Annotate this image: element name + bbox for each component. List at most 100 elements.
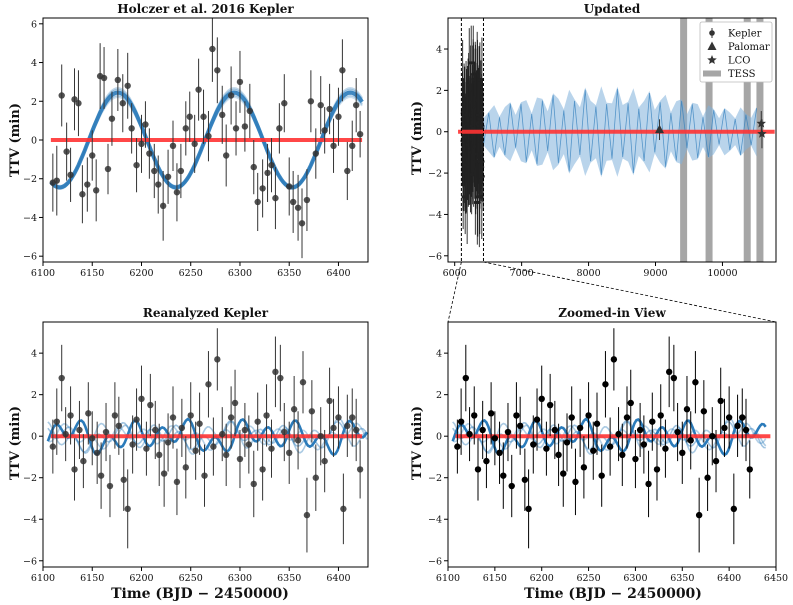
p3-data-point xyxy=(214,356,221,363)
p1-xtick-label: 6200 xyxy=(129,268,153,279)
p1-data-point xyxy=(349,142,356,150)
p3-data-point xyxy=(182,464,190,471)
p4-data-point xyxy=(525,505,532,513)
p1-data-point xyxy=(92,187,100,194)
p1-data-point xyxy=(281,100,288,107)
p3-data-point xyxy=(303,511,311,519)
p2-frame xyxy=(447,17,777,263)
p2-lco-point xyxy=(756,118,766,128)
p1-data-point xyxy=(250,163,257,171)
p3-data-point xyxy=(89,435,96,442)
p4-data-point xyxy=(568,414,575,421)
p3-panel: 6100 6150 6200 6250 6300 6350 6400 −6 −4 −2 0 2 4 Rea… xyxy=(23,306,369,584)
p3-data-point xyxy=(71,466,78,473)
p3-data-point xyxy=(76,426,83,434)
p4-data-point xyxy=(679,449,686,457)
p1-data-point xyxy=(286,183,293,190)
y-axis-label-top-left: TTV (min) xyxy=(8,103,23,177)
p3-xtick-label: 6200 xyxy=(129,573,153,584)
p1-data-point xyxy=(344,167,351,175)
p1-data-point xyxy=(326,105,333,113)
p2-plot-area xyxy=(458,18,775,262)
p2-legend-kepler-dot xyxy=(709,30,715,36)
p1-panel: 6100 6150 6200 6250 6300 6350 6400 −6 −4 −2 0 2 4 6 Ho… xyxy=(23,2,369,279)
p1-data-point xyxy=(246,107,254,115)
p4-data-point xyxy=(662,445,669,452)
p4-data-point xyxy=(657,412,664,419)
p4-data-point xyxy=(700,408,708,415)
p1-data-point xyxy=(104,165,112,173)
p1-data-point xyxy=(259,185,266,192)
p1-plot-area xyxy=(49,18,364,259)
p1-data-point xyxy=(298,220,306,227)
p4-data-point xyxy=(471,412,478,419)
p1-data-point xyxy=(356,130,364,138)
p4-data-point xyxy=(632,455,639,463)
p3-data-point xyxy=(263,412,270,419)
p2-ytick-label: −6 xyxy=(428,251,442,262)
p1-data-point xyxy=(276,125,283,132)
p3-xtick-label: 6150 xyxy=(80,573,104,584)
p2-xtick-label: 10000 xyxy=(707,268,737,279)
p1-ytick-label: −4 xyxy=(23,213,37,224)
p1-data-point xyxy=(236,78,244,86)
p3-data-point xyxy=(312,474,320,481)
p1-data-point xyxy=(182,125,190,132)
p3-data-point xyxy=(111,412,119,419)
p4-ytick-label: −4 xyxy=(428,515,442,526)
p3-xtick-label: 6400 xyxy=(326,573,350,584)
p3-data-point xyxy=(317,432,324,440)
p4-xtick-label: 6300 xyxy=(623,573,647,584)
p4-data-point xyxy=(704,474,711,481)
p2-palomar-point xyxy=(655,124,665,134)
p3-data-point xyxy=(115,422,123,430)
p3-data-point xyxy=(164,439,172,446)
p4-data-point xyxy=(739,414,746,421)
p4-data-point xyxy=(712,457,720,465)
p4-data-point xyxy=(695,511,703,519)
p1-data-point xyxy=(119,100,126,107)
p4-data-point xyxy=(610,356,618,363)
p1-data-point xyxy=(268,161,275,169)
p4-xtick-label: 6200 xyxy=(530,573,554,584)
p4-data-point xyxy=(683,406,691,413)
p3-data-point xyxy=(120,476,127,483)
p1-data-point xyxy=(195,86,202,93)
p1-data-point xyxy=(307,98,315,105)
p4-data-point xyxy=(598,472,605,479)
p3-data-point xyxy=(58,374,65,382)
p3-data-point xyxy=(281,428,288,436)
p2-ytick-label: 2 xyxy=(436,86,442,97)
p1-data-point xyxy=(191,140,198,148)
p3-data-point xyxy=(344,422,351,430)
p3-data-point xyxy=(196,420,203,427)
p1-data-point xyxy=(71,96,78,103)
p1-data-point xyxy=(227,92,235,99)
p4-panel: 6100 6150 6200 6250 6300 6350 6400 6450 −6 −4 −2 0 2… xyxy=(428,306,788,584)
p4-data-point xyxy=(717,397,724,405)
p3-data-point xyxy=(152,426,159,434)
p1-data-point xyxy=(108,115,116,122)
p3-data-point xyxy=(335,414,342,421)
p2-lco-point xyxy=(757,128,767,138)
p4-xtick-label: 6150 xyxy=(483,573,507,584)
p3-data-point xyxy=(133,416,140,423)
p2-xtick-label: 8000 xyxy=(576,268,600,279)
p4-data-point xyxy=(653,466,661,473)
p2-ytick-label: 0 xyxy=(436,127,442,138)
p1-data-point xyxy=(79,191,86,198)
p2-legend-box xyxy=(699,21,773,83)
y-axis-label-bottom-right: TTV (min) xyxy=(410,406,425,480)
p3-data-point xyxy=(80,457,87,465)
p4-data-point xyxy=(500,472,507,479)
p1-ytick-label: 2 xyxy=(31,97,37,108)
p3-data-point xyxy=(173,478,181,486)
p1-data-point xyxy=(159,202,167,210)
p2-xtick-label: 6000 xyxy=(443,268,467,279)
p4-data-point xyxy=(640,441,648,448)
p1-data-point xyxy=(272,194,279,202)
p1-data-point xyxy=(294,204,302,211)
p4-ytick-label: −2 xyxy=(428,473,442,484)
p1-xtick-label: 6250 xyxy=(179,268,203,279)
p1-data-point xyxy=(114,76,122,84)
